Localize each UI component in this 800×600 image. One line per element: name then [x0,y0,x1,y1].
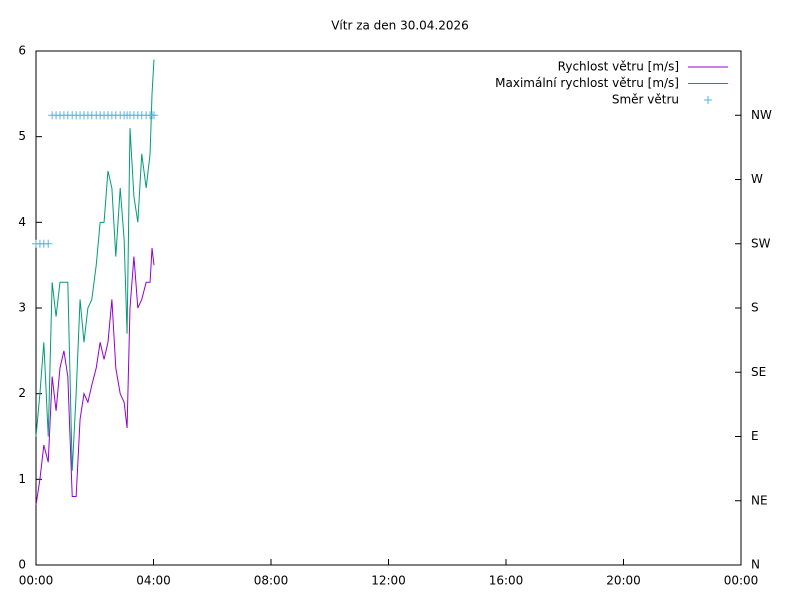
series-line [35,247,155,506]
x-tick-label: 12:00 [371,574,406,588]
chart-title: Vítr za den 30.04.2026 [331,19,469,33]
y-tick-label: 3 [18,301,26,315]
y-tick-label: 2 [18,386,26,400]
x-tick-label: 00:00 [19,574,54,588]
y2-tick-label: NE [751,493,768,507]
series-line [35,59,155,471]
y2-tick-label: S [751,301,759,315]
y-tick-label: 1 [18,472,26,486]
x-tick-label: 16:00 [489,574,524,588]
direction-point [149,111,158,120]
direction-point [44,239,53,248]
y2-tick-label: SW [751,236,771,250]
y-tick-label: 0 [18,558,26,572]
y2-tick-label: SE [751,365,766,379]
legend-label: Maximální rychlost větru [m/s] [495,76,679,90]
legend-label: Směr větru [612,93,679,107]
y-tick-label: 6 [18,44,26,58]
y-tick-label: 5 [18,129,26,143]
y2-tick-label: N [751,558,760,572]
y2-tick-label: E [751,429,759,443]
y2-tick-label: NW [751,108,772,122]
x-tick-label: 08:00 [254,574,289,588]
y-tick-label: 4 [18,215,26,229]
y2-tick-label: W [751,172,763,186]
legend-marker [704,96,712,104]
legend-label: Rychlost větru [m/s] [558,60,679,74]
x-tick-label: 20:00 [606,574,641,588]
x-tick-label: 00:00 [724,574,759,588]
x-tick-label: 04:00 [136,574,171,588]
